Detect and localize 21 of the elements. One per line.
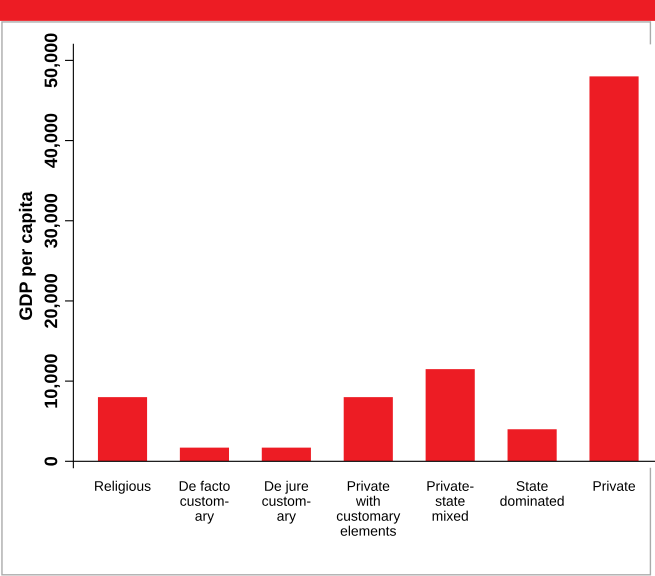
x-tick-label: Private bbox=[594, 480, 636, 491]
x-tick-label: Private- state mixed bbox=[427, 480, 474, 521]
y-tick-label: 10,000 bbox=[44, 354, 60, 408]
bar bbox=[508, 429, 557, 462]
bar bbox=[262, 448, 311, 462]
bar bbox=[344, 397, 393, 462]
y-axis-title: GDP per capita bbox=[18, 191, 36, 320]
bar bbox=[589, 76, 639, 462]
x-tick-label: State dominated bbox=[500, 481, 564, 506]
bar bbox=[180, 448, 230, 462]
bar bbox=[426, 369, 475, 462]
x-tick-label: Religious bbox=[95, 480, 151, 494]
x-tick-label: De facto custom- ary bbox=[180, 480, 230, 524]
x-tick-label: Private with customary elements bbox=[336, 480, 400, 536]
y-tick-label: 0 bbox=[44, 457, 58, 466]
bar bbox=[98, 397, 148, 462]
y-tick-label: 50,000 bbox=[44, 34, 60, 88]
y-tick-label: 20,000 bbox=[44, 274, 60, 328]
x-tick-label: De jure custom- ary bbox=[262, 480, 310, 524]
y-tick-label: 40,000 bbox=[44, 114, 60, 168]
y-tick-label: 30,000 bbox=[44, 194, 60, 248]
